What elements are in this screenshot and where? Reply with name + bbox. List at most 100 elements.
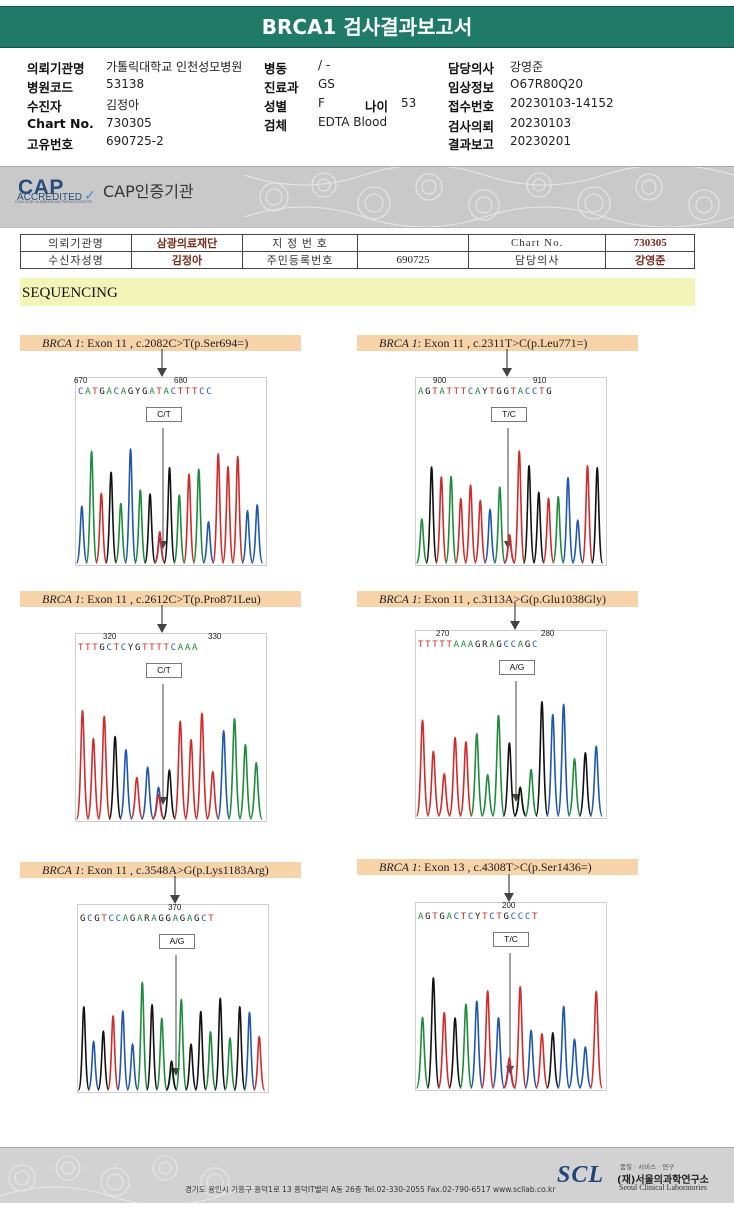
base-call: A bbox=[149, 387, 157, 397]
base-call: Y bbox=[475, 912, 483, 922]
patient-info-table: 의뢰기관명 삼광의료재단 지 정 번 호 Chart No. 730305 수신… bbox=[20, 234, 695, 269]
trace-peak bbox=[221, 465, 235, 564]
hdr-value: F bbox=[318, 96, 325, 110]
base-call: A bbox=[177, 643, 185, 653]
trace-peak bbox=[503, 533, 516, 564]
base-call: G bbox=[165, 914, 173, 924]
cap-accredited-label: ACCREDITED bbox=[17, 192, 83, 203]
variant-detail: : Exon 13 , c.4308T>C(p.Ser1436=) bbox=[417, 860, 592, 874]
gene-name: BRCA 1 bbox=[42, 336, 81, 350]
base-call: T bbox=[156, 643, 164, 653]
trace-peak bbox=[216, 729, 231, 820]
trace-peak bbox=[175, 998, 188, 1091]
trace-peak bbox=[491, 1016, 506, 1089]
base-call: A bbox=[151, 914, 159, 924]
base-call: G bbox=[158, 914, 166, 924]
trace-peak bbox=[483, 508, 497, 564]
arrow-down-icon bbox=[157, 605, 167, 633]
base-call: A bbox=[460, 640, 468, 650]
base-call: G bbox=[80, 914, 88, 924]
base-call: C bbox=[532, 387, 540, 397]
table-cell: Chart No. bbox=[467, 234, 607, 252]
gene-name: BRCA 1 bbox=[42, 592, 81, 606]
variant-detail: : Exon 11 , c.2612C>T(p.Pro871Leu) bbox=[80, 592, 261, 606]
trace-peak bbox=[578, 751, 593, 817]
base-call: T bbox=[510, 387, 518, 397]
table-cell: 지 정 번 호 bbox=[241, 234, 358, 252]
trace-peak bbox=[480, 990, 495, 1089]
base-call: A bbox=[192, 643, 200, 653]
position-label: 280 bbox=[541, 629, 555, 638]
trace-plot bbox=[416, 953, 603, 1089]
trace-peak bbox=[589, 745, 603, 817]
trace-peak bbox=[95, 492, 108, 564]
base-call: C bbox=[467, 912, 475, 922]
trace-peak bbox=[448, 1017, 462, 1089]
cap-accredited-text: ACCREDITED ✓ bbox=[17, 187, 96, 204]
table-cell: 담당의사 bbox=[467, 251, 607, 269]
trace-peak bbox=[184, 738, 198, 820]
report-title: BRCA1 검사결과보고서 bbox=[0, 6, 734, 48]
gene-name: BRCA 1 bbox=[42, 863, 81, 877]
position-label: 200 bbox=[502, 901, 516, 910]
base-call: T bbox=[101, 914, 109, 924]
chromatogram: 270 280 TTTTTAAAGRAGCCAGC A/G bbox=[415, 629, 607, 819]
base-sequence: AGTGACTCYTCTGCCCT bbox=[418, 912, 604, 922]
trace-peak bbox=[108, 735, 122, 820]
base-call: G bbox=[129, 914, 137, 924]
trace-peak bbox=[227, 717, 242, 820]
trace-peak bbox=[552, 495, 565, 564]
trace-peak bbox=[454, 497, 467, 564]
variant-label: BRCA 1: Exon 11 , c.2311T>C(p.Leu771=) bbox=[357, 335, 638, 351]
base-call: T bbox=[489, 387, 497, 397]
base-call: T bbox=[192, 387, 200, 397]
trace-plot bbox=[416, 681, 603, 817]
base-call: C bbox=[524, 912, 532, 922]
base-call: G bbox=[99, 643, 107, 653]
trace-peak bbox=[76, 505, 88, 564]
base-call: A bbox=[418, 387, 426, 397]
base-call: C bbox=[532, 640, 540, 650]
base-call: C bbox=[206, 387, 214, 397]
trace-peak bbox=[204, 1031, 217, 1091]
trace-peak bbox=[202, 520, 215, 564]
hdr-value: 20230201 bbox=[510, 134, 572, 148]
trace-peak bbox=[214, 997, 227, 1091]
base-call: T bbox=[432, 912, 440, 922]
base-call: G bbox=[475, 640, 483, 650]
trace-peak bbox=[470, 732, 484, 817]
trace-peak bbox=[522, 464, 536, 564]
hdr-label: 의뢰기관명 bbox=[27, 61, 85, 76]
base-call: A bbox=[475, 387, 483, 397]
base-call: A bbox=[186, 914, 194, 924]
base-call: A bbox=[517, 387, 525, 397]
trace-peak bbox=[143, 493, 157, 564]
base-call: C bbox=[510, 640, 518, 650]
base-call: T bbox=[208, 914, 216, 924]
variant-label: BRCA 1: Exon 11 , c.2612C>T(p.Pro871Leu) bbox=[20, 591, 301, 607]
position-label: 320 bbox=[103, 632, 117, 641]
base-call: C bbox=[170, 387, 178, 397]
chromatogram: 320 330 TTTGCTCYGTTTTCAAA C/T bbox=[75, 632, 267, 822]
base-call: C bbox=[510, 912, 518, 922]
hdr-value: O67R80Q20 bbox=[510, 77, 584, 91]
trace-peak bbox=[145, 1003, 159, 1091]
trace-peak bbox=[524, 1029, 538, 1089]
trace-peak bbox=[556, 1005, 571, 1089]
trace-peak bbox=[153, 530, 166, 564]
gene-name: BRCA 1 bbox=[379, 860, 418, 874]
table-row: 의뢰기관명 삼광의료재단 지 정 번 호 Chart No. 730305 bbox=[20, 234, 695, 252]
trace-peak bbox=[206, 770, 220, 820]
scl-name-en: Seoul Clinical Laboratories bbox=[619, 1183, 707, 1192]
base-call: C bbox=[453, 912, 461, 922]
base-call: T bbox=[432, 640, 440, 650]
trace-peak bbox=[444, 475, 458, 564]
base-call: T bbox=[453, 387, 461, 397]
base-call: T bbox=[496, 912, 504, 922]
base-call: A bbox=[453, 640, 461, 650]
hdr-value: 690725-2 bbox=[106, 134, 164, 148]
genotype-box: A/G bbox=[159, 934, 195, 949]
base-call: G bbox=[439, 912, 447, 922]
base-call: C bbox=[467, 387, 475, 397]
cap-cert-label: CAP인증기관 bbox=[103, 182, 194, 201]
